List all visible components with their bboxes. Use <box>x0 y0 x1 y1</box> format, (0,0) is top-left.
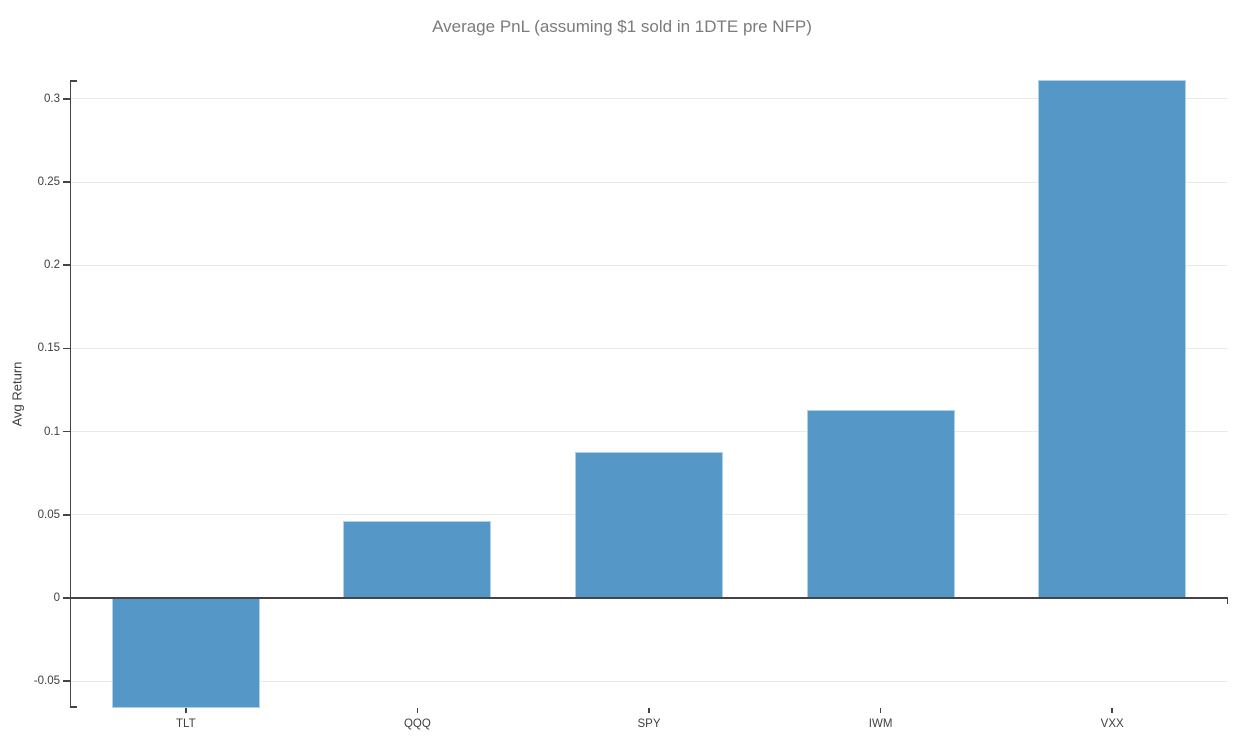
x-tick <box>416 708 419 714</box>
chart-title: Average PnL (assuming $1 sold in 1DTE pr… <box>432 17 812 36</box>
x-axis-line <box>70 597 1228 599</box>
x-tick <box>1111 708 1113 714</box>
gridline <box>70 680 1228 682</box>
x-tick-label: SPY <box>637 717 661 730</box>
x-axis-right-cap <box>1226 598 1228 604</box>
y-axis-line <box>69 80 71 708</box>
y-tick-label: 0.3 <box>44 92 60 105</box>
bar-iwm <box>806 409 955 598</box>
y-tick <box>63 264 70 266</box>
bar-tlt <box>111 598 260 708</box>
x-tick-label: TLT <box>176 717 196 730</box>
gridline <box>70 264 1228 266</box>
x-tick-label: VXX <box>1100 717 1124 730</box>
gridline <box>70 98 1228 100</box>
y-tick-label: 0.05 <box>37 508 60 521</box>
y-tick <box>63 597 70 599</box>
gridline <box>70 181 1228 183</box>
x-tick-label: IWM <box>868 717 893 730</box>
y-tick <box>63 430 70 433</box>
x-tick <box>185 708 187 714</box>
y-tick <box>63 514 70 516</box>
bar-spy <box>575 451 723 598</box>
y-tick-label: 0.25 <box>37 176 60 188</box>
y-tick <box>63 181 70 183</box>
y-axis-title: Avg Return <box>9 361 25 427</box>
x-tick-label: QQQ <box>403 717 431 730</box>
y-axis-top-cap <box>70 80 77 82</box>
y-tick-label: 0.2 <box>44 259 60 272</box>
x-tick <box>879 708 882 714</box>
bar-qqq <box>343 521 492 598</box>
y-tick <box>63 347 70 350</box>
y-tick <box>63 98 70 100</box>
y-tick-label: 0.1 <box>44 425 60 438</box>
y-axis-bottom-cap <box>70 706 77 708</box>
y-tick-label: 0 <box>53 592 60 604</box>
y-tick <box>63 680 70 682</box>
bar-vxx <box>1038 80 1187 598</box>
x-tick <box>648 708 650 714</box>
gridline <box>70 347 1228 349</box>
y-tick-label: -0.05 <box>33 675 60 688</box>
y-tick-label: 0.15 <box>37 342 60 355</box>
gridline <box>70 431 1228 433</box>
